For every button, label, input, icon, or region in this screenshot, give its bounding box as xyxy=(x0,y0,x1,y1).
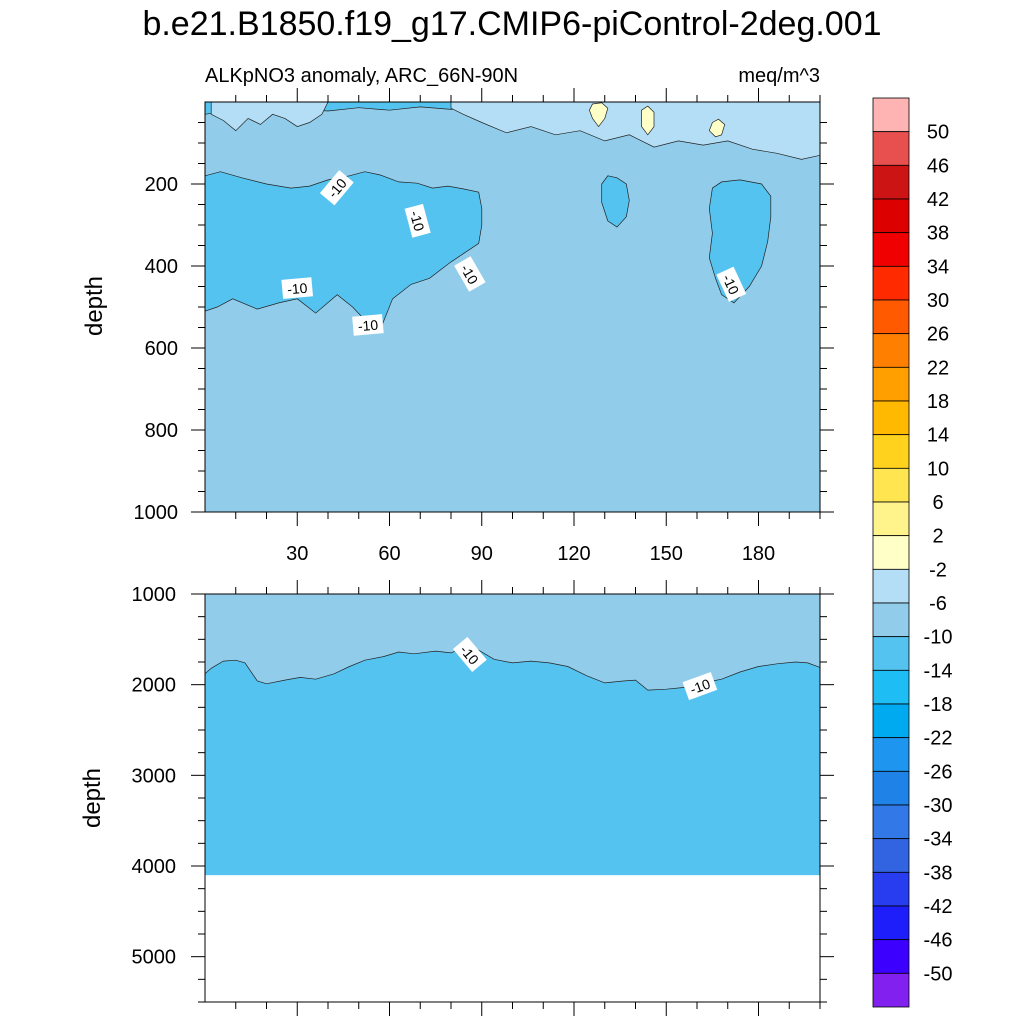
colorbar-swatch xyxy=(872,232,910,267)
upper-x-tick-label: 120 xyxy=(557,543,590,565)
upper-ylabel: depth xyxy=(81,276,108,336)
colorbar-swatch xyxy=(872,871,910,907)
colorbar-swatch xyxy=(872,838,910,873)
upper-x-tick-label: 30 xyxy=(286,543,308,565)
upper-y-tick-label: 600 xyxy=(145,338,178,360)
colorbar-swatch xyxy=(872,400,910,436)
colorbar-swatch xyxy=(872,804,910,840)
lower-y-tick-label: 5000 xyxy=(132,947,177,969)
lower-ylabel: depth xyxy=(79,768,106,828)
upper-region-surface-band-east xyxy=(450,102,820,160)
lower-y-tick-label: 1000 xyxy=(132,584,177,606)
colorbar-swatch xyxy=(872,198,910,234)
colorbar-swatch xyxy=(872,669,910,705)
colorbar-swatch xyxy=(872,737,910,772)
colorbar-label: 46 xyxy=(927,155,949,177)
upper-region-positive-patch-C xyxy=(708,118,726,138)
lower-contour-label-text: -10 xyxy=(688,675,713,697)
upper-contour-label: -10 xyxy=(281,277,313,299)
colorbar-label: -14 xyxy=(924,660,953,682)
colorbar-swatch xyxy=(872,703,910,739)
colorbar-label: -2 xyxy=(929,559,947,581)
colorbar-label: 42 xyxy=(927,189,949,211)
colorbar-swatch xyxy=(872,467,910,503)
colorbar-swatch xyxy=(872,501,910,537)
colorbar-swatch xyxy=(872,333,910,368)
colorbar-label: -50 xyxy=(924,963,953,985)
colorbar-swatch xyxy=(872,770,910,806)
colorbar-label: 34 xyxy=(927,256,949,278)
upper-y-tick-label: 800 xyxy=(145,420,178,442)
upper-subtitle-right: meq/m^3 xyxy=(738,65,820,87)
upper-background-fill xyxy=(205,102,820,512)
lower-region-deep xyxy=(205,646,820,876)
colorbar-swatch xyxy=(872,636,910,671)
lower-contour-label: -10 xyxy=(682,671,718,701)
colorbar-label: -10 xyxy=(924,627,953,649)
colorbar: 50 46 42 38 34 30 26 22 18 14 10 6 2 -2 -6 -10 -14 -18 -22… xyxy=(872,97,953,1008)
upper-x-tick-label: 90 xyxy=(471,543,493,565)
colorbar-label: -18 xyxy=(924,694,953,716)
upper-contour-label: -10 xyxy=(716,266,747,302)
colorbar-swatch xyxy=(872,131,910,166)
colorbar-label: -38 xyxy=(924,862,953,884)
figure-title: b.e21.B1850.f19_g17.CMIP6-piControl-2deg… xyxy=(142,5,881,43)
colorbar-swatch xyxy=(872,265,910,301)
colorbar-label: -30 xyxy=(924,795,953,817)
colorbar-swatch xyxy=(872,939,910,974)
colorbar-swatch xyxy=(872,972,910,1008)
colorbar-label: 2 xyxy=(932,526,943,548)
upper-region-patch-near-130E xyxy=(601,175,630,228)
colorbar-label: -34 xyxy=(924,829,953,851)
colorbar-swatch xyxy=(872,299,910,335)
upper-y-tick-label: 400 xyxy=(145,256,178,278)
colorbar-label: 50 xyxy=(927,122,949,144)
upper-y-tick-label: 200 xyxy=(145,174,178,196)
upper-contour-label-text: -10 xyxy=(407,209,428,233)
upper-y-tick-label: 1000 xyxy=(134,502,179,524)
colorbar-label: 14 xyxy=(927,425,949,447)
upper-contour-label: -10 xyxy=(404,203,431,238)
upper-x-tick-label: 60 xyxy=(378,543,400,565)
upper-region-positive-patch-A xyxy=(589,102,609,128)
colorbar-label: 10 xyxy=(927,458,949,480)
upper-panel: ALKpNO3 anomaly, ARC_66N-90N meq/m^3 -10… xyxy=(81,65,834,565)
colorbar-label: -26 xyxy=(924,761,953,783)
colorbar-swatch xyxy=(872,164,910,200)
lower-y-tick-label: 2000 xyxy=(132,675,177,697)
colorbar-label: -22 xyxy=(924,728,953,750)
upper-contour-label-text: -10 xyxy=(719,272,742,297)
colorbar-label: 6 xyxy=(932,492,943,514)
upper-region-positive-patch-B xyxy=(641,105,655,136)
colorbar-swatch xyxy=(872,568,910,604)
colorbar-swatch xyxy=(872,434,910,469)
upper-contour-label: -10 xyxy=(352,314,384,336)
upper-subtitle-left: ALKpNO3 anomaly, ARC_66N-90N xyxy=(205,65,518,87)
colorbar-swatch xyxy=(872,905,910,941)
colorbar-swatch xyxy=(872,602,910,638)
upper-x-tick-label: 180 xyxy=(742,543,775,565)
colorbar-label: 26 xyxy=(927,324,949,346)
colorbar-label: -46 xyxy=(924,930,953,952)
upper-x-tick-label: 150 xyxy=(650,543,683,565)
colorbar-label: 18 xyxy=(927,391,949,413)
colorbar-swatch xyxy=(872,366,910,402)
lower-y-tick-label: 4000 xyxy=(132,856,177,878)
colorbar-swatch xyxy=(872,535,910,570)
colorbar-label: -42 xyxy=(924,896,953,918)
upper-contour-label-text: -10 xyxy=(286,280,308,298)
colorbar-swatch xyxy=(872,97,910,133)
upper-contour-label-text: -10 xyxy=(357,317,379,335)
colorbar-label: -6 xyxy=(929,593,947,615)
colorbar-label: 30 xyxy=(927,290,949,312)
lower-y-tick-label: 3000 xyxy=(132,765,177,787)
upper-region-surface-band-west xyxy=(210,102,329,132)
colorbar-label: 22 xyxy=(927,357,949,379)
colorbar-label: 38 xyxy=(927,223,949,245)
